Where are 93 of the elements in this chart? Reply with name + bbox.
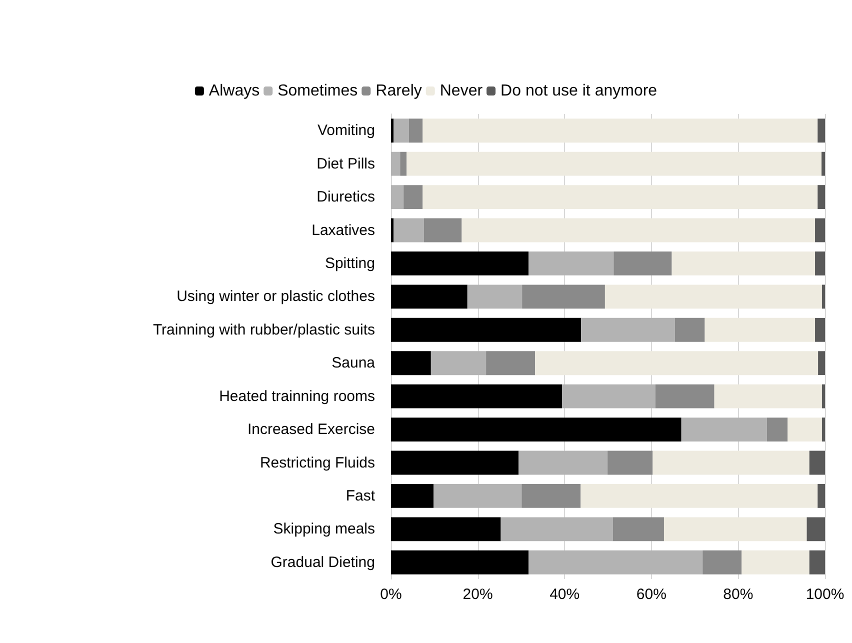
bar	[424, 218, 462, 242]
bar	[391, 351, 431, 376]
bar	[391, 418, 682, 442]
bar	[391, 517, 501, 542]
bar	[391, 318, 582, 342]
bar	[818, 185, 825, 209]
bar	[612, 517, 664, 542]
bar	[394, 118, 409, 143]
bar	[664, 517, 807, 542]
bar	[581, 318, 675, 342]
bar	[674, 318, 705, 342]
bar	[391, 450, 519, 475]
bar	[809, 450, 825, 475]
x-tick-label: 20%	[462, 586, 493, 603]
bar	[394, 218, 424, 242]
x-tick-label: 80%	[723, 586, 754, 603]
x-tick-label: 60%	[636, 586, 666, 603]
bar	[462, 218, 816, 242]
bar	[702, 550, 742, 574]
bar	[815, 218, 825, 242]
y-tick-label: Restricting Fluids	[260, 454, 375, 472]
legend-label: Never	[440, 82, 484, 100]
bar	[518, 450, 608, 475]
bar	[422, 118, 818, 143]
bar	[815, 318, 825, 342]
bar	[391, 152, 400, 176]
bar	[528, 252, 614, 276]
y-tick-label: Skipping meals	[273, 520, 375, 538]
bar	[580, 484, 818, 508]
y-tick-label: Diuretics	[316, 188, 375, 206]
bar	[562, 384, 656, 408]
bar	[822, 284, 825, 309]
bar	[391, 384, 562, 408]
y-tick-label: Sauna	[332, 354, 376, 372]
y-tick-label: Vomiting	[317, 122, 375, 140]
bar	[400, 152, 407, 176]
y-tick-label: Increased Exercise	[247, 421, 375, 438]
x-tick-label: 40%	[550, 586, 580, 603]
bar	[391, 252, 529, 276]
bar	[614, 252, 672, 276]
bar	[604, 284, 822, 309]
y-tick-label: Using winter or plastic clothes	[176, 288, 375, 306]
bar	[815, 252, 825, 276]
bar	[788, 418, 822, 442]
bar	[704, 318, 816, 342]
bar	[714, 384, 822, 408]
bar	[467, 284, 522, 309]
bar	[528, 550, 703, 574]
y-tick-label: Spitting	[324, 254, 375, 272]
bar	[535, 351, 818, 376]
y-tick-label: Trainning with rubber/plastic suits	[152, 321, 375, 338]
bar	[430, 351, 486, 376]
bar	[818, 351, 825, 376]
bar	[655, 384, 714, 408]
bar	[500, 517, 613, 542]
legend-label: Sometimes	[278, 82, 358, 100]
bar	[406, 152, 822, 176]
bar	[391, 484, 434, 508]
y-tick-label: Diet Pills	[316, 155, 375, 172]
bar	[822, 152, 825, 176]
bar	[809, 550, 825, 574]
bar	[422, 185, 818, 209]
bar	[806, 517, 825, 542]
x-tick-label: 100%	[806, 586, 844, 603]
legend-label: Do not use it anymore	[500, 82, 658, 100]
bar	[818, 118, 825, 143]
bar	[408, 118, 423, 143]
x-tick-label: 0%	[380, 586, 402, 603]
bar	[822, 418, 825, 442]
bar	[391, 118, 394, 143]
legend-label: Always	[208, 82, 260, 100]
bar	[391, 284, 468, 309]
bar	[486, 351, 536, 376]
bar	[822, 384, 825, 408]
bar	[766, 418, 788, 442]
y-tick-label: Fast	[346, 487, 376, 504]
bar	[652, 450, 810, 475]
y-tick-label: Gradual Dieting	[270, 554, 375, 571]
bar	[522, 484, 581, 508]
bar	[391, 218, 394, 242]
bar	[522, 284, 605, 309]
bar	[608, 450, 653, 475]
bar	[681, 418, 767, 442]
bar	[742, 550, 810, 574]
bar	[391, 185, 404, 209]
legend-label: Rarely	[376, 82, 422, 100]
bar	[391, 550, 529, 574]
bar	[672, 252, 816, 276]
bar	[404, 185, 423, 209]
y-tick-label: Heated trainning rooms	[219, 388, 375, 405]
bar	[818, 484, 825, 508]
bar	[434, 484, 522, 508]
y-tick-label: Laxatives	[312, 222, 375, 239]
